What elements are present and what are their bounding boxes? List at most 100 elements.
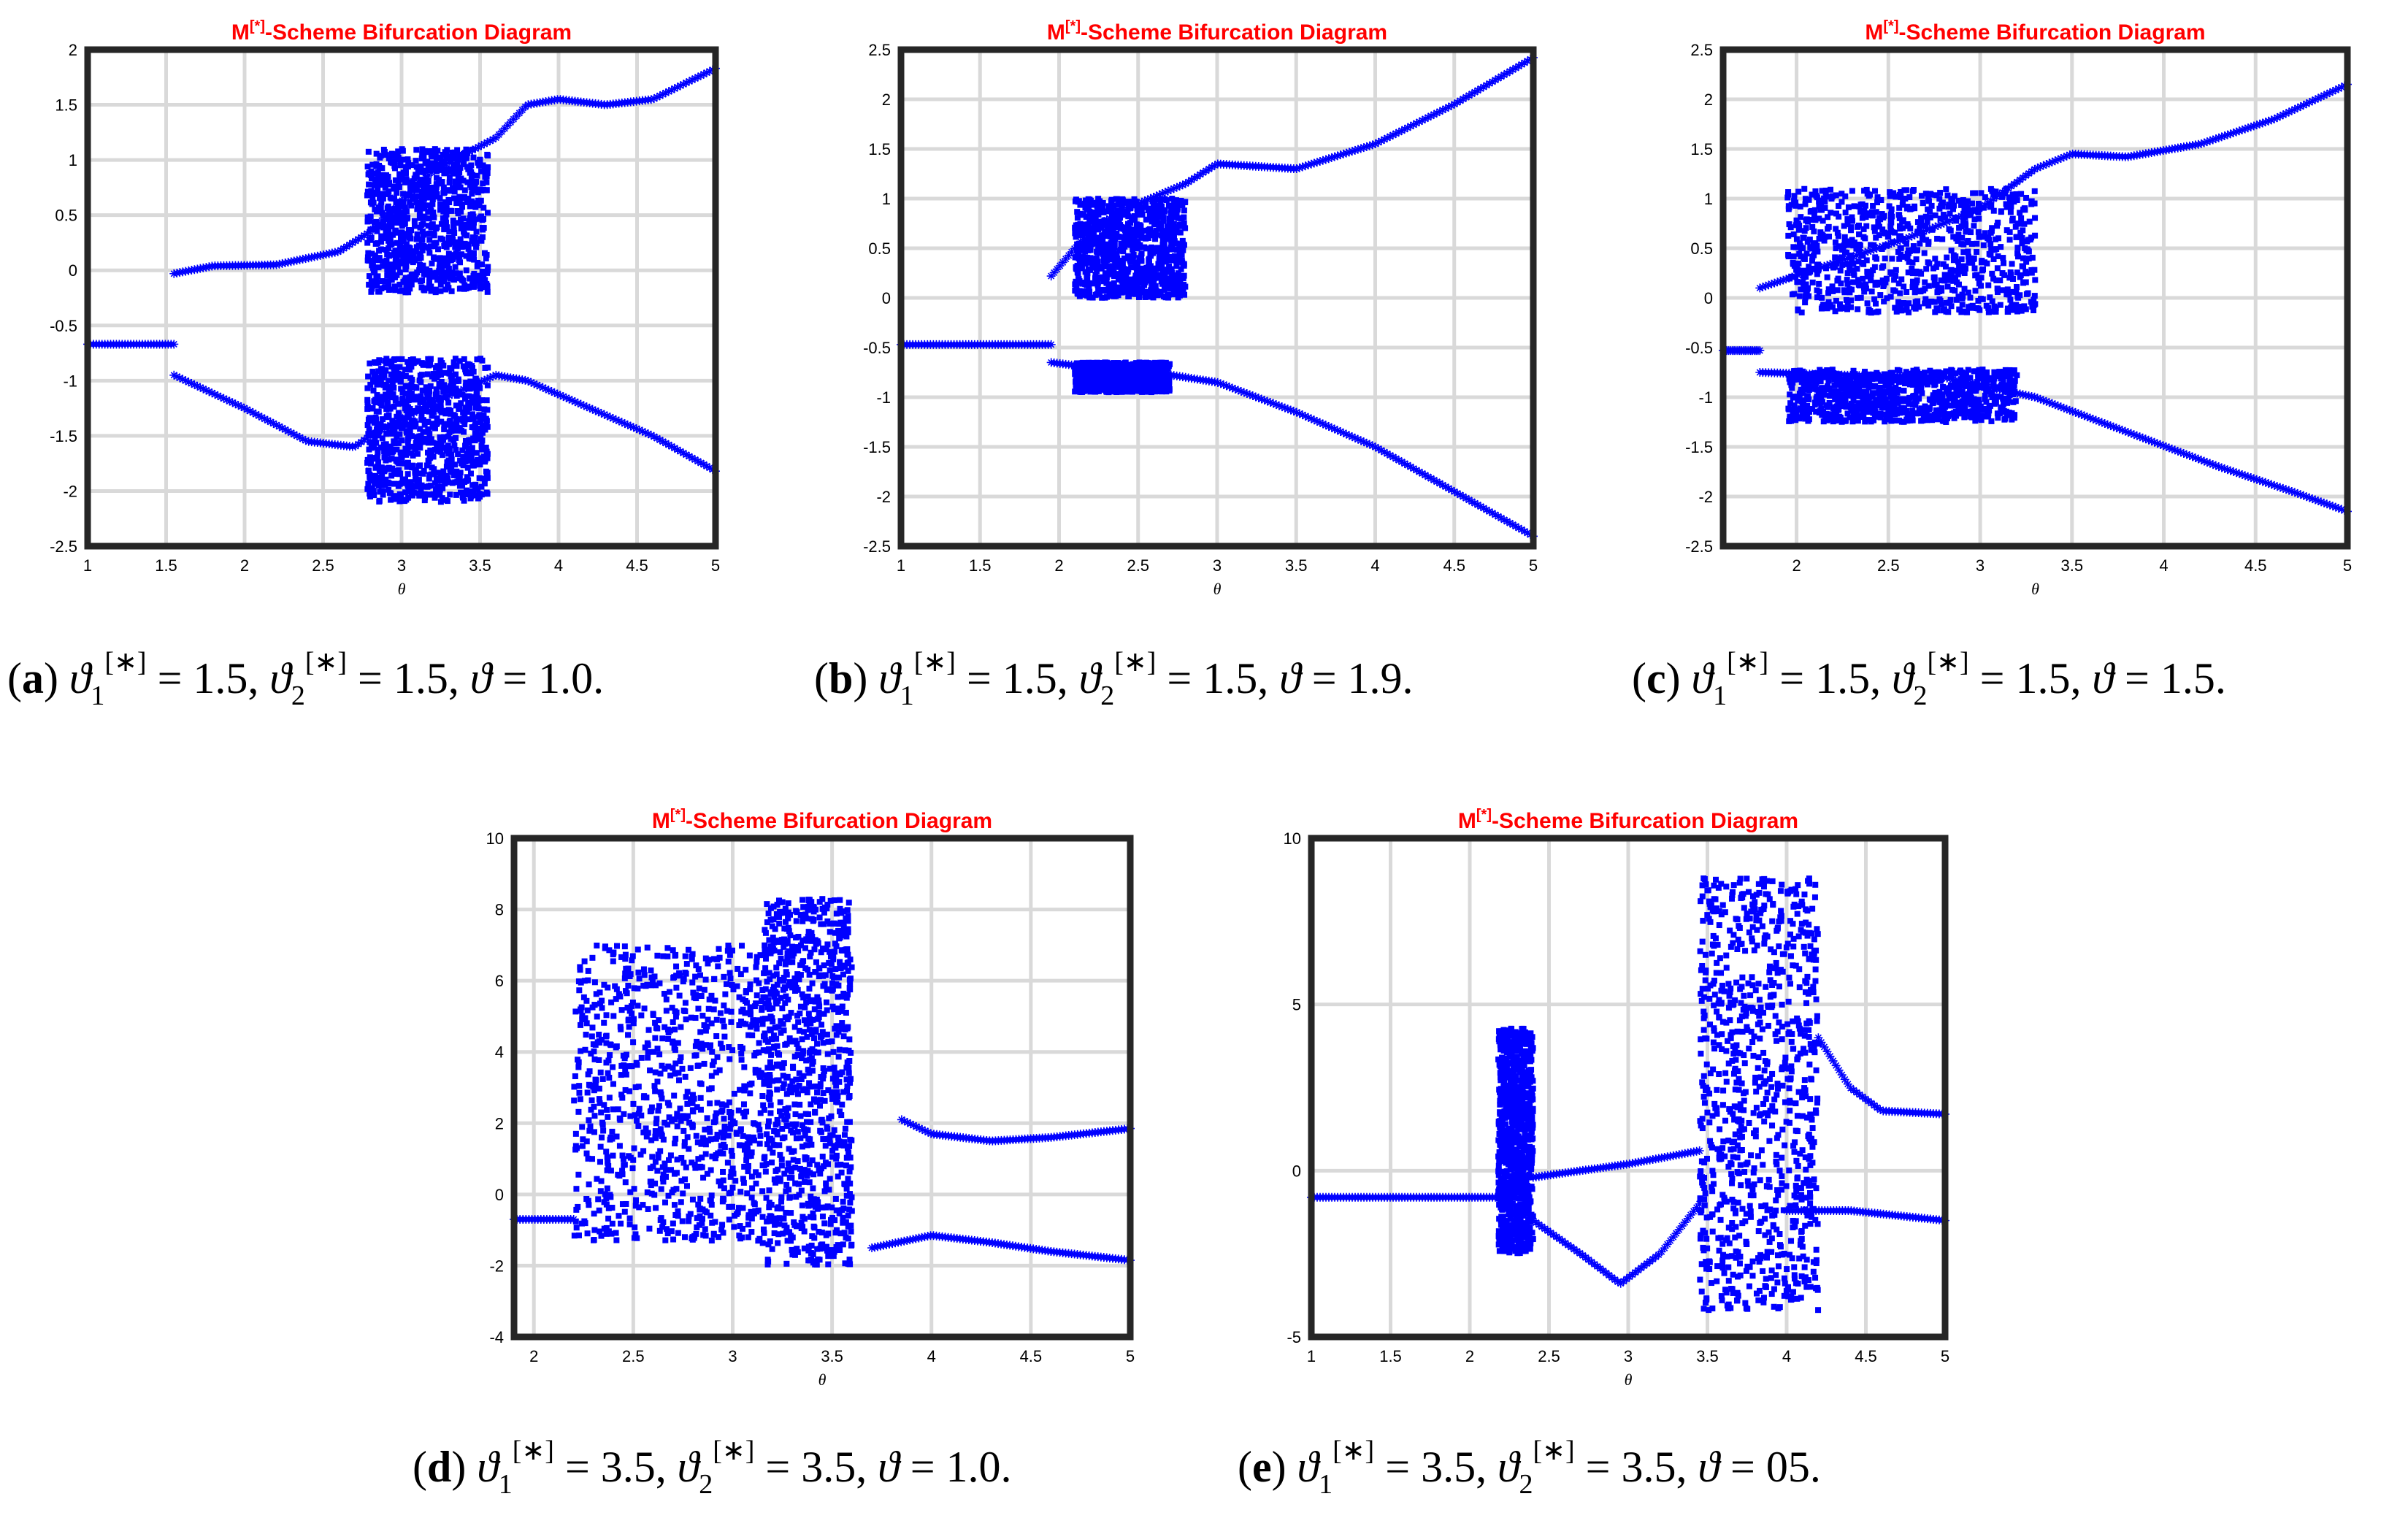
- scatter-point: [429, 184, 435, 191]
- branch-marker: [1484, 507, 1494, 516]
- scatter-point: [1138, 279, 1145, 285]
- branch-marker: [1318, 156, 1327, 165]
- branch-marker: [643, 429, 653, 439]
- branch-marker: [1111, 211, 1120, 221]
- scatter-point: [435, 246, 442, 253]
- scatter-point: [1930, 265, 1936, 272]
- scatter-point: [472, 420, 479, 426]
- scatter-point: [445, 240, 452, 247]
- scatter-point: [420, 429, 426, 435]
- branch-marker: [286, 428, 296, 437]
- scatter-point: [420, 470, 426, 477]
- scatter-point: [455, 377, 461, 384]
- scatter-point: [442, 204, 448, 211]
- scatter-point: [407, 231, 413, 238]
- scatter-point: [396, 281, 403, 288]
- branch-marker: [599, 410, 609, 419]
- branch-marker: [550, 388, 559, 397]
- branch-marker: [1131, 200, 1140, 210]
- branch-marker: [1295, 163, 1304, 172]
- scatter-point: [1122, 199, 1129, 206]
- branch-marker: [1300, 161, 1310, 171]
- scatter-point: [407, 199, 413, 205]
- scatter-point: [443, 274, 450, 280]
- scatter-point: [1806, 264, 1812, 270]
- scatter-point: [479, 437, 486, 444]
- scatter-point: [451, 163, 458, 169]
- scatter-point: [1143, 275, 1150, 281]
- scatter-point: [1127, 226, 1133, 232]
- branch-marker: [658, 437, 667, 446]
- branch-marker: [1064, 250, 1073, 260]
- scatter-point: [1812, 217, 1819, 223]
- scatter-point: [469, 223, 476, 230]
- scatter-point: [1792, 202, 1799, 209]
- scatter-point: [1175, 286, 1181, 293]
- scatter-point: [1151, 245, 1158, 251]
- scatter-point: [369, 485, 375, 491]
- scatter-point: [414, 231, 421, 237]
- scatter-point: [1909, 188, 1916, 194]
- scatter-point: [418, 433, 424, 440]
- scatter-point: [374, 208, 380, 215]
- scatter-point: [472, 405, 479, 411]
- branch-marker: [251, 410, 261, 419]
- x-tick-label: 3: [397, 556, 406, 575]
- scatter-point: [376, 248, 383, 254]
- scatter-point: [442, 480, 448, 487]
- scatter-point: [484, 451, 491, 457]
- scatter-point: [413, 359, 419, 365]
- scatter-point: [1926, 260, 1933, 267]
- scatter-point: [1091, 210, 1097, 216]
- scatter-point: [1834, 229, 1841, 236]
- scatter-point: [1939, 288, 1945, 294]
- branch-marker: [1368, 140, 1377, 150]
- scatter-point: [454, 478, 461, 485]
- scatter-point: [476, 162, 483, 169]
- scatter-point: [1162, 364, 1168, 371]
- scatter-point: [432, 446, 438, 453]
- scatter-point: [1089, 216, 1095, 223]
- scatter-point: [460, 459, 467, 465]
- scatter-point: [1089, 234, 1095, 240]
- scatter-point: [1143, 234, 1150, 241]
- scatter-point: [1114, 196, 1121, 202]
- scatter-point: [386, 490, 393, 497]
- branch-marker: [1493, 512, 1503, 521]
- scatter-point: [381, 372, 388, 378]
- x-tick-label: 4.5: [626, 556, 648, 575]
- scatter-point: [439, 179, 445, 185]
- scatter-point: [1104, 225, 1111, 231]
- scatter-point: [1072, 224, 1078, 231]
- scatter-point: [1141, 204, 1148, 210]
- scatter-point: [1114, 263, 1121, 269]
- branch-marker: [1388, 452, 1397, 461]
- branch-marker: [248, 408, 258, 418]
- branch-marker: [312, 251, 322, 261]
- branch-marker: [693, 72, 702, 82]
- scatter-point: [434, 277, 441, 283]
- scatter-point: [481, 250, 488, 256]
- scatter-point: [1960, 249, 1967, 256]
- branch-marker: [1449, 99, 1459, 109]
- scatter-point: [455, 451, 461, 458]
- scatter-point: [428, 288, 434, 294]
- scatter-point: [1078, 257, 1084, 264]
- scatter-point: [458, 176, 464, 183]
- scatter-point: [417, 445, 423, 451]
- scatter-point: [1863, 281, 1869, 288]
- branch-marker: [1195, 169, 1205, 179]
- scatter-point: [1180, 288, 1186, 294]
- scatter-point: [450, 276, 457, 283]
- scatter-point: [461, 411, 468, 418]
- scatter-point: [1965, 248, 1971, 255]
- branch-marker: [1417, 115, 1427, 125]
- scatter-point: [1854, 266, 1860, 272]
- branch-marker: [582, 402, 591, 412]
- branch-marker: [1075, 237, 1085, 246]
- scatter-point: [442, 240, 448, 247]
- scatter-point: [1103, 241, 1109, 248]
- scatter-point: [1947, 210, 1953, 217]
- scatter-point: [1795, 221, 1801, 227]
- scatter-point: [1969, 200, 1976, 207]
